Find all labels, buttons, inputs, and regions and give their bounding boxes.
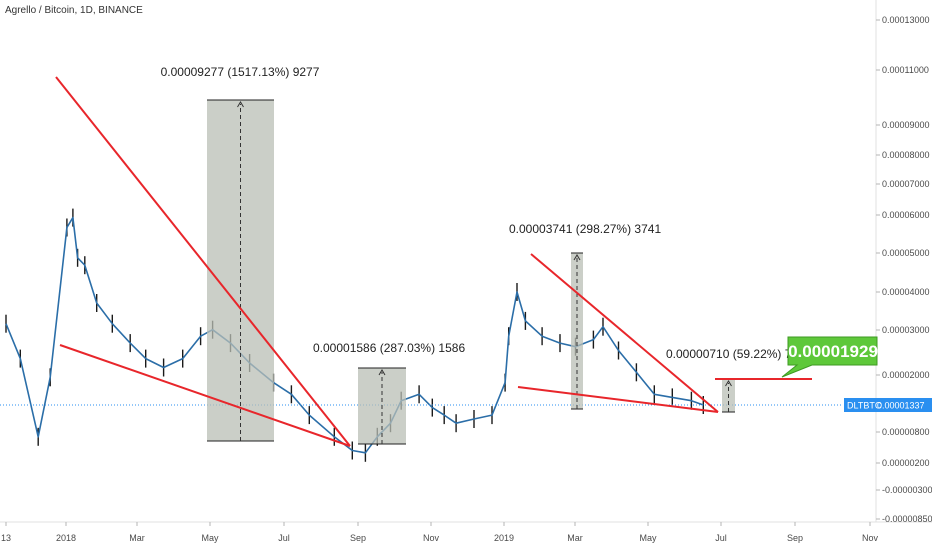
y-tick-label: 0.00008000 [882, 150, 930, 160]
x-tick-label: Sep [350, 533, 366, 543]
x-tick-label: Jul [278, 533, 290, 543]
trend-line [530, 253, 719, 413]
last-price-symbol: DLTBTC [847, 401, 882, 411]
x-tick-label: Mar [567, 533, 583, 543]
y-tick-label: 0.00000200 [882, 458, 930, 468]
y-tick-label: -0.00000300 [882, 485, 932, 495]
x-tick-label: Sep [787, 533, 803, 543]
y-tick-label: 0.00004000 [882, 287, 930, 297]
y-tick-label: 0.00005000 [882, 248, 930, 258]
y-tick-label: 0.00007000 [882, 179, 930, 189]
y-tick-label: 0.00003000 [882, 325, 930, 335]
y-tick-label: -0.00000850 [882, 514, 932, 524]
x-tick-label: 2019 [494, 533, 514, 543]
x-tick-label: Mar [129, 533, 145, 543]
x-tick-label: 2018 [56, 533, 76, 543]
y-tick-label: 0.00006000 [882, 210, 930, 220]
trend-line [55, 76, 351, 447]
axes-layer: 0.00013000 0.00011000 0.00009000 0.00008000… [1, 15, 932, 543]
target-price-label: 0.00001929 [788, 342, 878, 361]
measure-arrow-head [378, 369, 386, 376]
measure-arrow-head [237, 101, 244, 108]
chart-title: Agrello / Bitcoin, 1D, BINANCE [5, 5, 143, 16]
measure-arrow-head [725, 380, 732, 387]
x-tick-label: Nov [423, 533, 440, 543]
x-tick-label: May [639, 533, 657, 543]
target-callout [781, 336, 878, 378]
measure-label: 0.00001586 (287.03%) 1586 [313, 341, 465, 355]
trend-line [59, 344, 351, 447]
y-tick-label: 0.00009000 [882, 120, 930, 130]
x-tick-label: Nov [862, 533, 879, 543]
y-tick-label: 0.00013000 [882, 15, 930, 25]
x-tick-label: Jul [715, 533, 727, 543]
measure-label: 0.00000710 (59.22%) 710 [666, 347, 805, 361]
x-tick-label: 13 [1, 533, 11, 543]
y-tick-label: 0.00011000 [882, 65, 929, 75]
y-tick-label: 0.00000800 [882, 427, 930, 437]
measure-arrow-head [573, 254, 581, 261]
y-tick-label: 0.00002000 [882, 370, 930, 380]
measure-label: 0.00009277 (1517.13%) 9277 [161, 65, 320, 79]
x-tick-label: May [201, 533, 219, 543]
last-price-value: 0.00001337 [877, 401, 925, 411]
trend-line [517, 386, 719, 413]
last-price-tag [844, 398, 932, 412]
measure-label: 0.00003741 (298.27%) 3741 [509, 222, 661, 236]
